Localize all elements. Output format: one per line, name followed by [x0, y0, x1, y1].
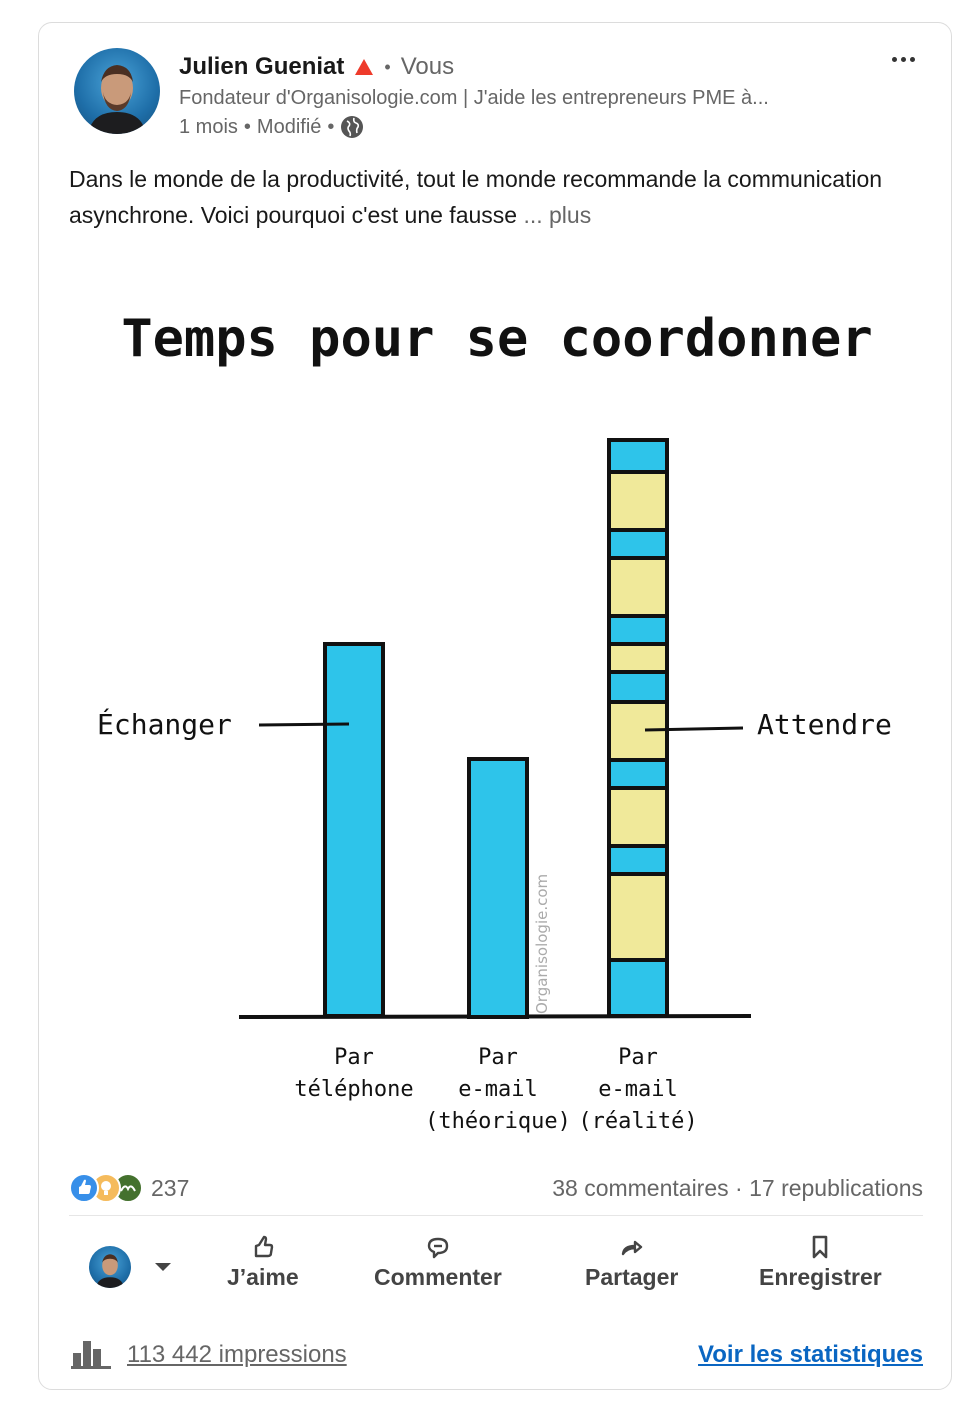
category-label: (réalité): [578, 1109, 697, 1134]
segment-wait: [607, 786, 669, 848]
post-text: Dans le monde de la productivité, tout l…: [69, 161, 889, 233]
label-exchange: Échanger: [97, 707, 232, 741]
segment-wait: [607, 470, 669, 532]
category-label: téléphone: [294, 1077, 413, 1102]
chevron-down-icon: [155, 1263, 171, 1271]
bar-telephone: [323, 642, 385, 1018]
post-footer: 113 442 impressions Voir les statistique…: [69, 1335, 923, 1375]
comment-button[interactable]: Commenter: [374, 1234, 502, 1291]
post-card: Julien Gueniat • Vous Fondateur d'Organi…: [38, 22, 952, 1390]
more-dots-icon: [891, 56, 897, 62]
author-row: Julien Gueniat • Vous: [179, 53, 454, 81]
divider: [69, 1215, 923, 1216]
author-avatar[interactable]: [74, 48, 160, 134]
comments-count[interactable]: 38 commentaires: [552, 1175, 729, 1201]
segment-exchange: [607, 844, 669, 876]
post-meta: 1 mois • Modifié •: [179, 115, 364, 139]
comment-label: Commenter: [374, 1264, 502, 1290]
bar-email-realite: [607, 438, 669, 1018]
reactions-summary[interactable]: 237: [69, 1173, 189, 1203]
separator-dot: •: [243, 115, 251, 138]
watermark: Organisologie.com: [533, 874, 551, 1014]
post-image[interactable]: Temps pour se coordonner Échanger Attend…: [69, 278, 925, 1158]
category-label: Par: [478, 1045, 518, 1070]
segment-wait: [607, 642, 669, 674]
category-labels: Par téléphone Par e-mail (théorique) Par e-mai…: [294, 1045, 697, 1134]
segment-wait: [607, 872, 669, 962]
globe-icon: [341, 116, 364, 138]
post-edited: Modifié: [256, 115, 322, 138]
segment-exchange: [607, 758, 669, 790]
impressions-link[interactable]: 113 442 impressions: [127, 1341, 347, 1368]
save-label: Enregistrer: [759, 1264, 882, 1290]
separator-dot: •: [327, 115, 335, 138]
see-more-link[interactable]: ... plus: [523, 202, 592, 228]
author-headline: Fondateur d'Organisologie.com | J'aide l…: [179, 87, 769, 109]
more-options-button[interactable]: [887, 47, 919, 71]
segment-exchange: [607, 438, 669, 474]
author-relation: Vous: [400, 53, 455, 80]
save-button[interactable]: Enregistrer: [759, 1234, 882, 1291]
segment-wait: [607, 556, 669, 618]
social-counts: 38 commentaires · 17 republications: [552, 1175, 923, 1202]
segment-exchange: [607, 958, 669, 1018]
share-button[interactable]: Partager: [585, 1234, 678, 1291]
category-label: Par: [618, 1045, 658, 1070]
author-name[interactable]: Julien Gueniat: [179, 53, 345, 80]
category-label: e-mail: [598, 1077, 677, 1102]
thumb-up-icon: [254, 1235, 273, 1258]
category-label: e-mail: [458, 1077, 537, 1102]
like-label: J’aime: [227, 1264, 299, 1290]
actor-switcher[interactable]: [89, 1246, 171, 1288]
segment-exchange: [607, 670, 669, 704]
segment-exchange: [607, 528, 669, 560]
see-stats-link[interactable]: Voir les statistiques: [698, 1341, 923, 1368]
reposts-count[interactable]: 17 republications: [749, 1175, 923, 1201]
share-label: Partager: [585, 1264, 679, 1290]
like-reaction-icon: [69, 1173, 99, 1203]
bar-email-theorique: [467, 757, 529, 1019]
post-time: 1 mois: [179, 115, 238, 138]
label-wait: Attendre: [757, 708, 892, 741]
share-arrow-icon: [621, 1240, 642, 1256]
pointer-wait: [644, 726, 744, 732]
category-label: (théorique): [425, 1109, 571, 1134]
comment-icon: [427, 1237, 449, 1259]
reactions-count: 237: [151, 1174, 190, 1201]
pointer-exchange: [258, 722, 350, 727]
action-bar: J’aime Commenter Partager Enregistrer: [69, 1228, 923, 1318]
bookmark-icon: [813, 1235, 828, 1259]
post-body: Dans le monde de la productivité, tout l…: [69, 166, 883, 228]
bar-stats-icon: [71, 1341, 111, 1369]
image-title: Temps pour se coordonner: [121, 309, 872, 369]
triangle-badge-icon: [355, 59, 374, 75]
actor-avatar: [89, 1246, 131, 1288]
category-label: Par: [334, 1045, 374, 1070]
separator-dot: •: [384, 56, 391, 77]
like-button[interactable]: J’aime: [227, 1234, 299, 1291]
segment-exchange: [607, 614, 669, 646]
separator-dot: ·: [735, 1175, 750, 1201]
